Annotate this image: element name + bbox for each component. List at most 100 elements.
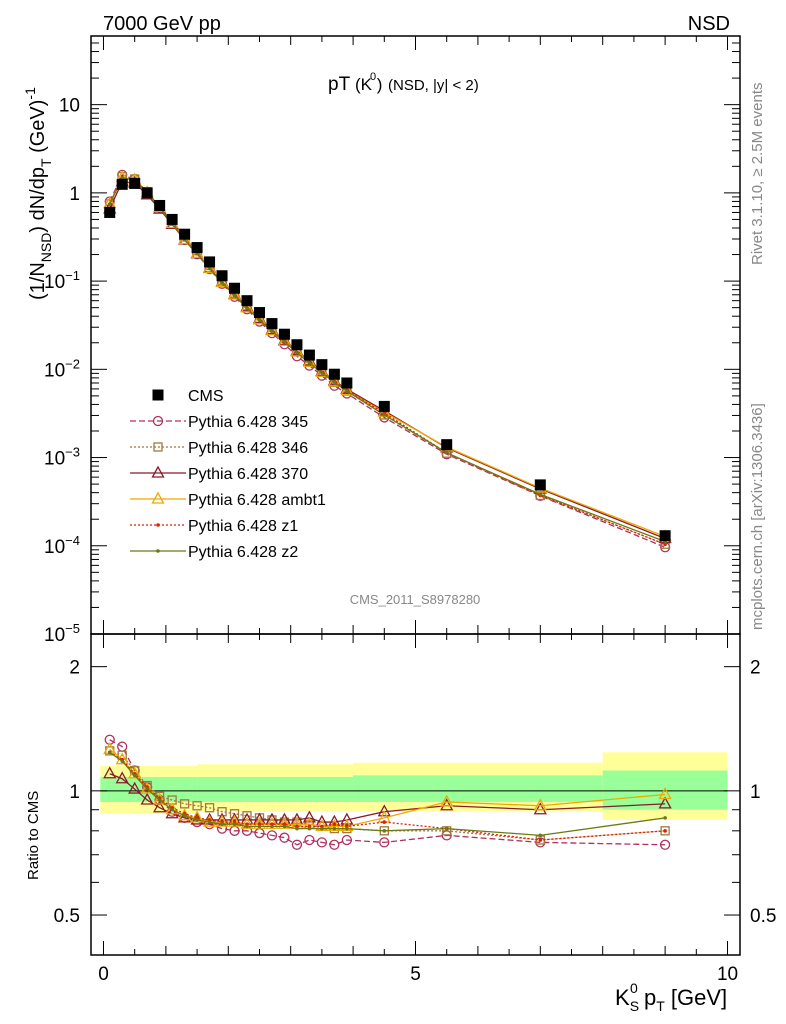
- tick-base: 10: [44, 625, 65, 646]
- upper-marker-z2-12: [257, 318, 262, 322]
- upper-tick-label: 1: [69, 184, 80, 205]
- ratio-marker-p370-16: [302, 810, 317, 823]
- upper-tick-label: 10−1: [44, 268, 80, 293]
- upper-line-z2: [109, 177, 666, 543]
- legend-label-z2: Pythia 6.428 z2: [188, 544, 298, 561]
- energy-label: 7000 GeV pp: [103, 13, 221, 35]
- x-label-sub2: T: [656, 998, 665, 1014]
- ratio-marker-ambt1-3: [140, 781, 154, 794]
- upper-line-z1: [109, 176, 666, 545]
- cms-point-11: [241, 295, 253, 307]
- cms-point-8: [204, 256, 216, 268]
- x-tick-label-5: 5: [410, 964, 421, 985]
- tick-exponent: −5: [65, 621, 80, 636]
- ratio-marker-p345-18: [329, 839, 340, 850]
- ratio-marker-z2-5: [170, 807, 174, 812]
- upper-y-label-sub1: NSD: [38, 233, 54, 263]
- ratio-marker-p370-4: [153, 800, 167, 813]
- ratio-marker-ambt1-23: [658, 787, 672, 800]
- mcplots-label: mcplots.cern.ch [arXiv:1306.3436]: [749, 403, 766, 630]
- tick-exponent: −3: [65, 445, 80, 460]
- upper-marker-z2-9: [220, 281, 224, 285]
- upper-tick-label: 10−3: [44, 445, 80, 470]
- ratio-marker-z2-22: [538, 833, 543, 838]
- legend-marker-p346: [153, 442, 163, 452]
- upper-marker-z2-16: [307, 361, 312, 365]
- legend-marker-p370: [151, 465, 165, 478]
- ratio-marker-z2-4: [157, 798, 162, 802]
- cms-point-20: [378, 400, 390, 412]
- ratio-marker-ambt1-4: [153, 792, 167, 805]
- legend-label-cms: CMS: [188, 388, 224, 405]
- lower-y-axis-label: Ratio to CMS: [25, 791, 42, 880]
- cms-point-14: [278, 328, 290, 340]
- ratio-marker-z2-13: [270, 824, 274, 829]
- ratio-marker-z2-3: [145, 787, 149, 791]
- cms-point-2: [129, 177, 141, 189]
- cms-point-1: [116, 178, 128, 190]
- ratio-marker-p370-21: [440, 798, 454, 811]
- upper-marker-ambt1-10: [227, 287, 242, 300]
- legend-marker-cms: [152, 389, 164, 401]
- upper-marker-z2-19: [345, 389, 349, 393]
- upper-tick-label: 10−2: [44, 356, 80, 381]
- ratio-marker-z2-0: [107, 750, 112, 755]
- ratio-marker-z2-14: [282, 824, 287, 829]
- tick-base: 10: [44, 449, 65, 470]
- ratio-marker-p346-10: [229, 809, 240, 819]
- ratio-marker-z2-23: [663, 816, 667, 820]
- cms-point-0: [104, 206, 116, 218]
- ratio-marker-p370-0: [103, 766, 117, 779]
- ratio-marker-ambt1-21: [440, 794, 454, 807]
- upper-marker-z2-15: [295, 351, 299, 355]
- ratio-marker-ambt1-18: [327, 819, 341, 832]
- cms-point-12: [253, 307, 265, 319]
- ratio-marker-ambt1-11: [240, 816, 254, 829]
- upper-marker-z2-17: [320, 370, 324, 375]
- legend-marker-z1: [156, 523, 160, 527]
- upper-marker-z2-14: [282, 340, 287, 344]
- cms-point-5: [166, 213, 178, 225]
- upper-marker-z2-22: [538, 492, 543, 497]
- rivet-label: Rivet 3.1.10, ≥ 2.5M events: [749, 83, 766, 266]
- ratio-marker-z1-20: [382, 820, 387, 824]
- upper-y-axis-label: (1/NNSD) dN/dpT (GeV)-1: [22, 87, 54, 300]
- upper-marker-ambt1-14: [277, 334, 292, 347]
- ratio-marker-p370-5: [165, 806, 179, 819]
- ratio-marker-z2-1: [120, 759, 125, 763]
- ratio-marker-z2-15: [295, 826, 299, 831]
- upper-marker-z2-18: [332, 380, 337, 385]
- upper-marker-z2-21: [444, 450, 449, 455]
- tick-base: 10: [44, 537, 65, 558]
- cms-point-4: [154, 199, 166, 211]
- upper-marker-ambt1-8: [202, 261, 217, 274]
- cms-point-10: [229, 282, 241, 294]
- upper-y-label-part3: (GeV): [27, 100, 49, 159]
- process-label: NSD: [688, 13, 730, 35]
- ratio-marker-z2-8: [207, 820, 212, 824]
- cms-point-23: [659, 530, 671, 542]
- ratio-marker-z2-16: [307, 826, 312, 831]
- upper-plot-area: [103, 169, 672, 553]
- ratio-marker-p370-3: [140, 792, 154, 805]
- cms-point-9: [216, 270, 228, 282]
- ratio-marker-z2-7: [195, 818, 199, 822]
- ratio-marker-p346-7: [192, 801, 202, 811]
- cms-point-18: [328, 368, 340, 380]
- upper-marker-z2-0: [107, 202, 112, 207]
- cms-point-21: [441, 439, 453, 451]
- ratio-line-z1: [109, 751, 666, 841]
- ratio-marker-ambt1-5: [165, 802, 179, 815]
- legend-label-p346: Pythia 6.428 346: [188, 440, 308, 457]
- cms-point-13: [266, 318, 278, 330]
- legend-marker-z2: [156, 549, 160, 553]
- upper-marker-ambt1-11: [240, 300, 254, 313]
- ratio-marker-p346-6: [179, 799, 190, 809]
- legend-label-z1: Pythia 6.428 z1: [188, 518, 298, 535]
- ratio-marker-p370-1: [115, 771, 129, 784]
- ratio-marker-p346-8: [204, 803, 215, 813]
- legend: CMS Pythia 6.428 345 Pythia 6.428 346 Pythi…: [130, 388, 326, 561]
- x-label-unit: [GeV]: [665, 985, 727, 1010]
- ratio-marker-ambt1-22: [533, 798, 547, 811]
